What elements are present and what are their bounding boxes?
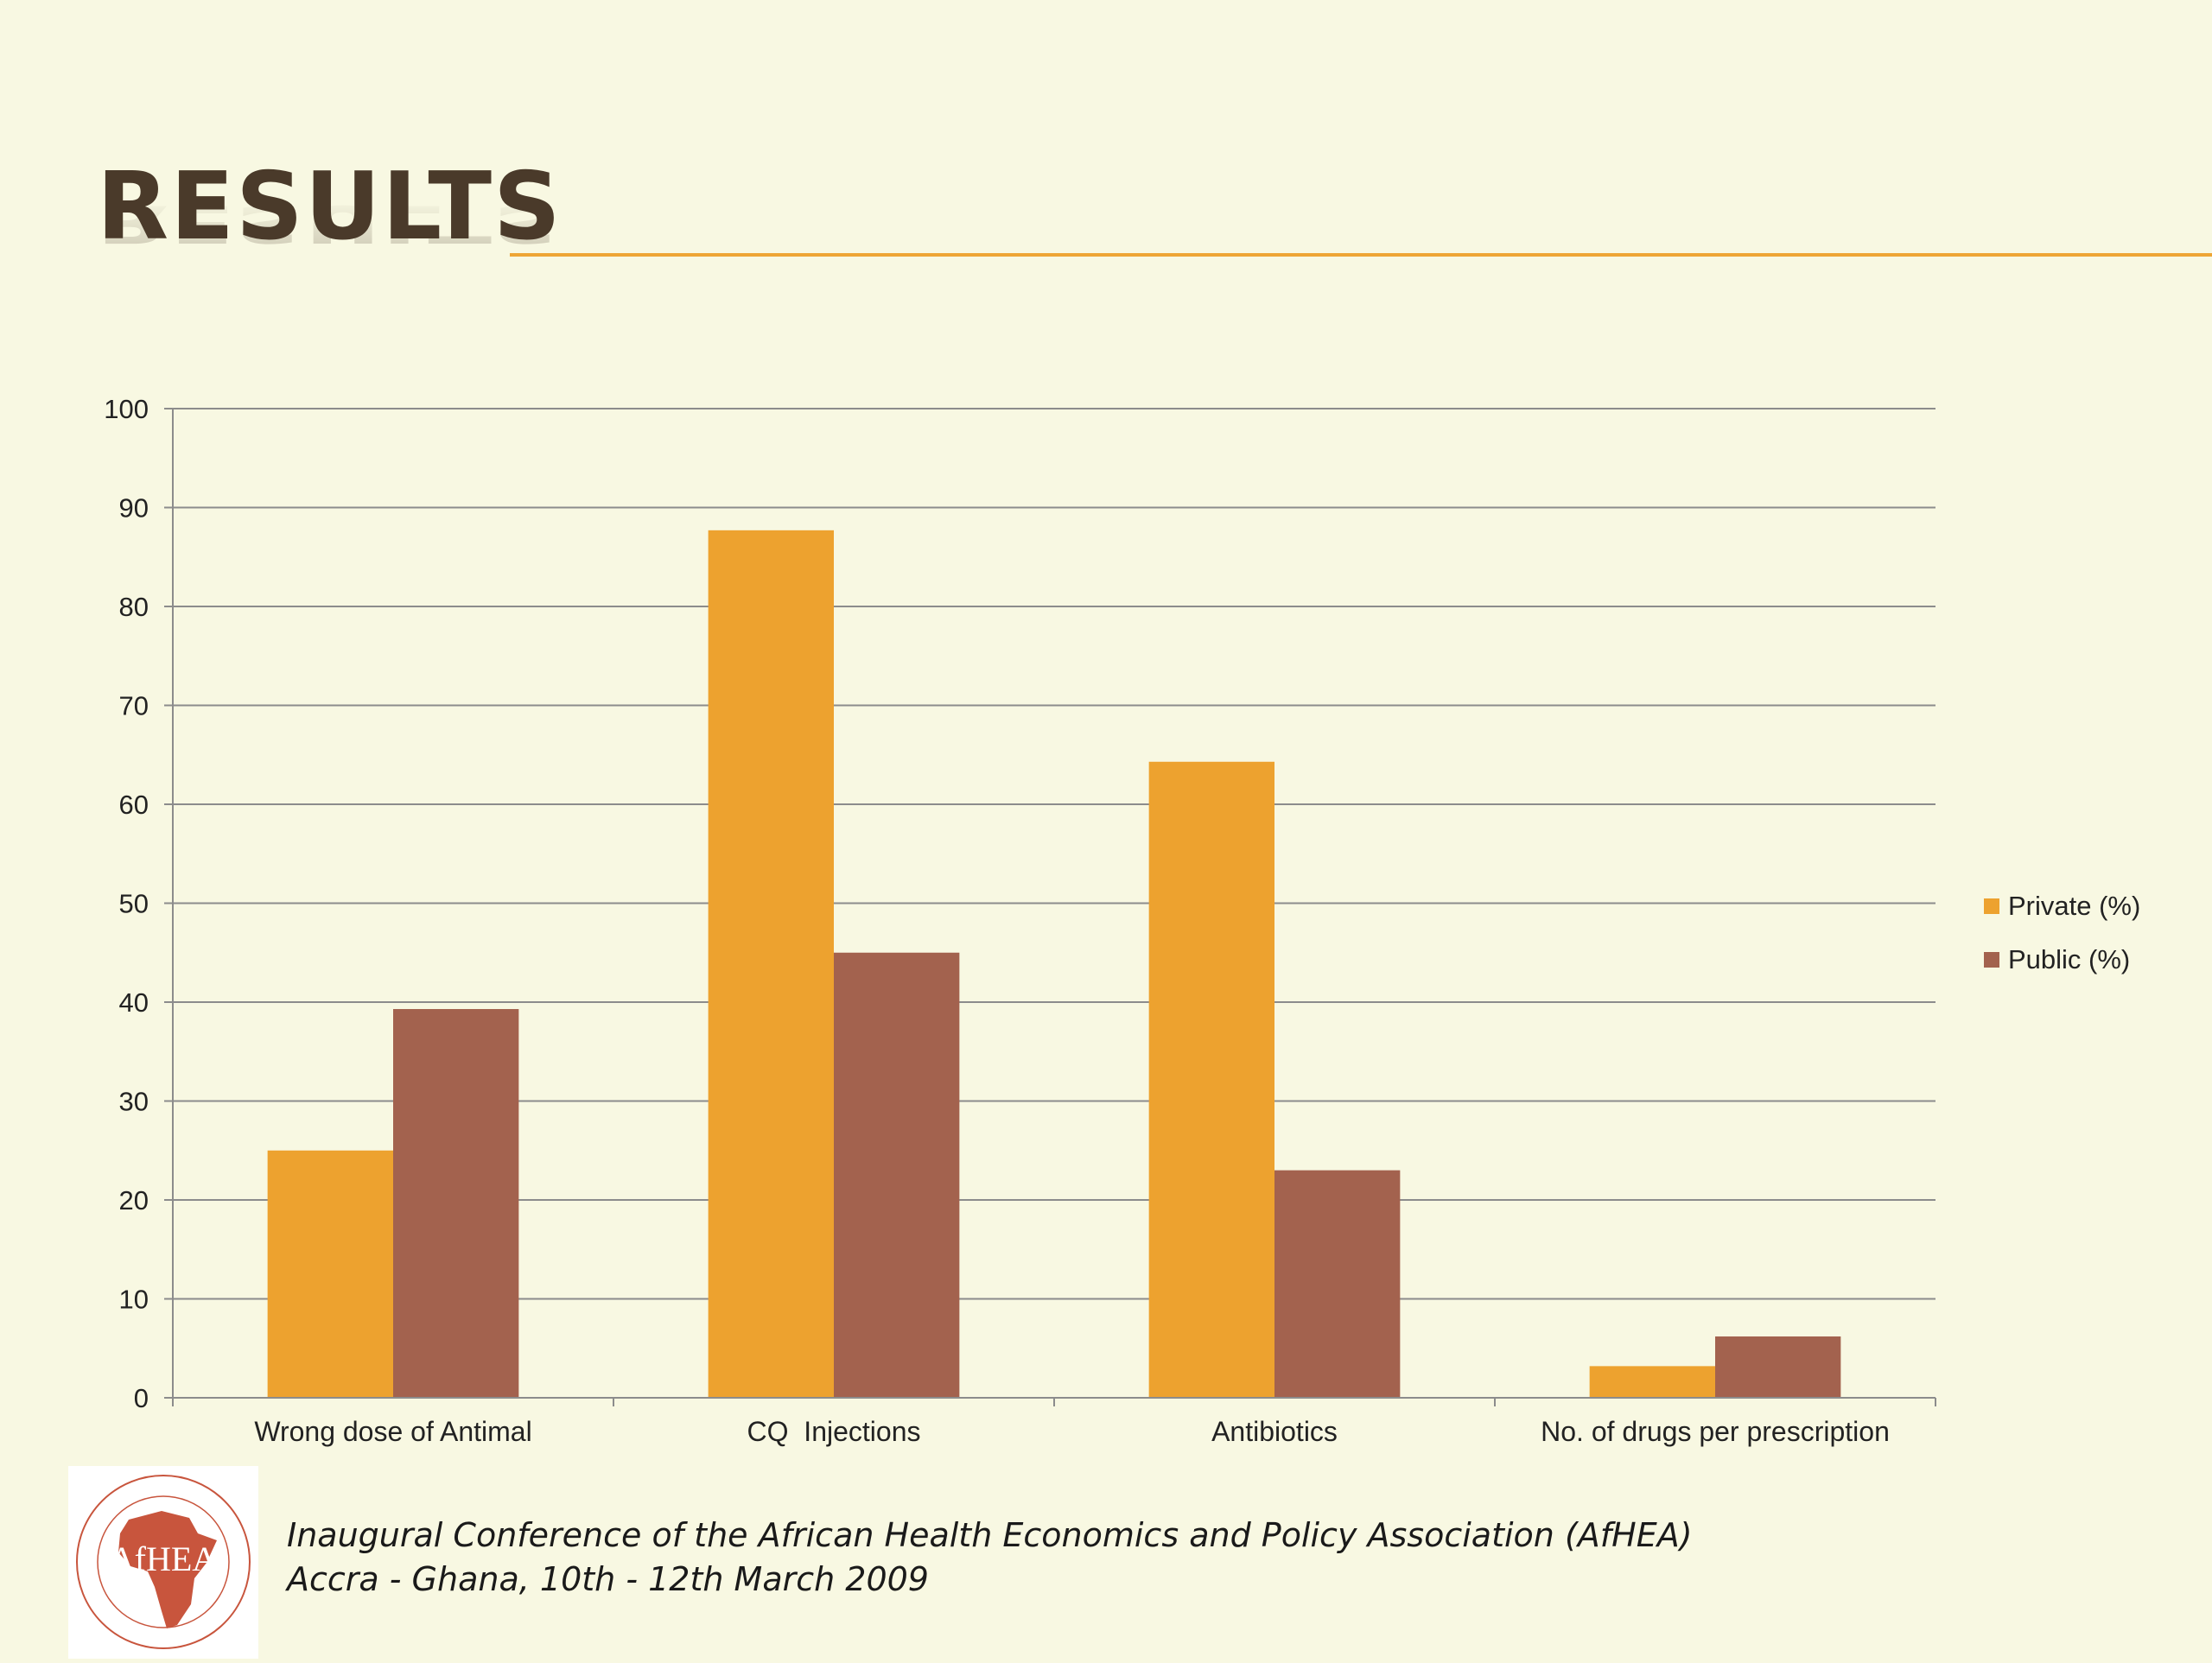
bar-public [1274,1170,1401,1398]
title-underline [510,253,2212,257]
legend-swatch-public [1984,952,1999,968]
bar-public [393,1009,519,1398]
chart-legend: Private (%) Public (%) [1984,879,2140,987]
afhea-logo-text: AfHEA [110,1539,218,1578]
x-tick-label: Antibiotics [1211,1416,1338,1447]
y-tick-label: 80 [119,592,149,622]
legend-item-private: Private (%) [1984,879,2140,933]
y-tick-label: 50 [119,889,149,919]
y-tick-label: 90 [119,493,149,524]
africa-map-icon [118,1511,217,1628]
bar-public [1715,1336,1841,1398]
afhea-logo-graphic: AfHEA [76,1475,251,1649]
legend-swatch-private [1984,898,1999,914]
bar-chart: 0 10 20 30 40 50 60 70 80 90 100 Wrong dose of Anti… [104,394,1936,1447]
chart-axes [164,408,1936,1406]
footer-line-2: Accra - Ghana, 10th - 12th March 2009 [287,1560,929,1598]
bar-public [834,952,960,1398]
legend-label-private: Private (%) [2008,891,2141,921]
chart-labels: 0 10 20 30 40 50 60 70 80 90 100 Wrong dose of Anti… [104,394,1890,1447]
x-tick-label: CQ Injections [747,1416,921,1447]
y-tick-label: 100 [104,394,149,424]
bar-private [267,1150,393,1398]
y-tick-label: 10 [119,1285,149,1315]
legend-item-public: Public (%) [1984,933,2140,987]
y-tick-label: 0 [134,1383,149,1413]
y-tick-label: 70 [119,691,149,721]
bar-private [1589,1366,1715,1398]
y-tick-label: 40 [119,987,149,1018]
x-tick-label: No. of drugs per prescription [1541,1416,1890,1447]
bar-private [1148,761,1274,1398]
bar-private [708,530,834,1398]
y-tick-label: 30 [119,1087,149,1117]
y-tick-label: 60 [119,790,149,820]
x-tick-label: Wrong dose of Antimal [254,1416,531,1447]
footer-conference-text: Inaugural Conference of the African Heal… [287,1514,1693,1602]
chart-bars [267,530,1841,1398]
afhea-logo: AfHEA [68,1466,258,1659]
slide-title: RESULTS [97,153,563,261]
legend-label-public: Public (%) [2008,944,2131,974]
footer-line-1: Inaugural Conference of the African Heal… [287,1516,1693,1554]
y-tick-label: 20 [119,1185,149,1216]
